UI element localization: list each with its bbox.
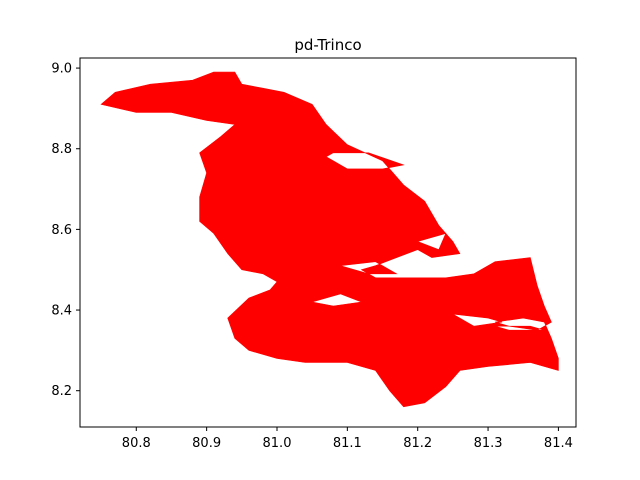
- y-tick-label: 8.6: [51, 223, 72, 238]
- x-tick-label: 81.0: [263, 436, 292, 451]
- y-tick-label: 9.0: [51, 62, 72, 77]
- y-axis: 8.2 8.4 8.6 8.8 9.0: [51, 62, 80, 399]
- region-polygon: [100, 71, 559, 408]
- x-tick-label: 80.8: [122, 436, 151, 451]
- chart-title: pd-Trinco: [294, 36, 361, 54]
- x-tick-label: 81.2: [403, 436, 432, 451]
- x-tick-label: 81.3: [474, 436, 503, 451]
- x-tick-label: 80.9: [192, 436, 221, 451]
- plot-area: [100, 71, 559, 408]
- y-tick-label: 8.2: [51, 384, 72, 399]
- x-tick-label: 81.4: [544, 436, 573, 451]
- y-tick-label: 8.8: [51, 142, 72, 157]
- y-tick-label: 8.4: [51, 304, 72, 319]
- x-axis: 80.8 80.9 81.0 81.1 81.2 81.3 81.4: [122, 427, 573, 451]
- axes-frame: [79, 57, 577, 428]
- x-tick-label: 81.1: [333, 436, 362, 451]
